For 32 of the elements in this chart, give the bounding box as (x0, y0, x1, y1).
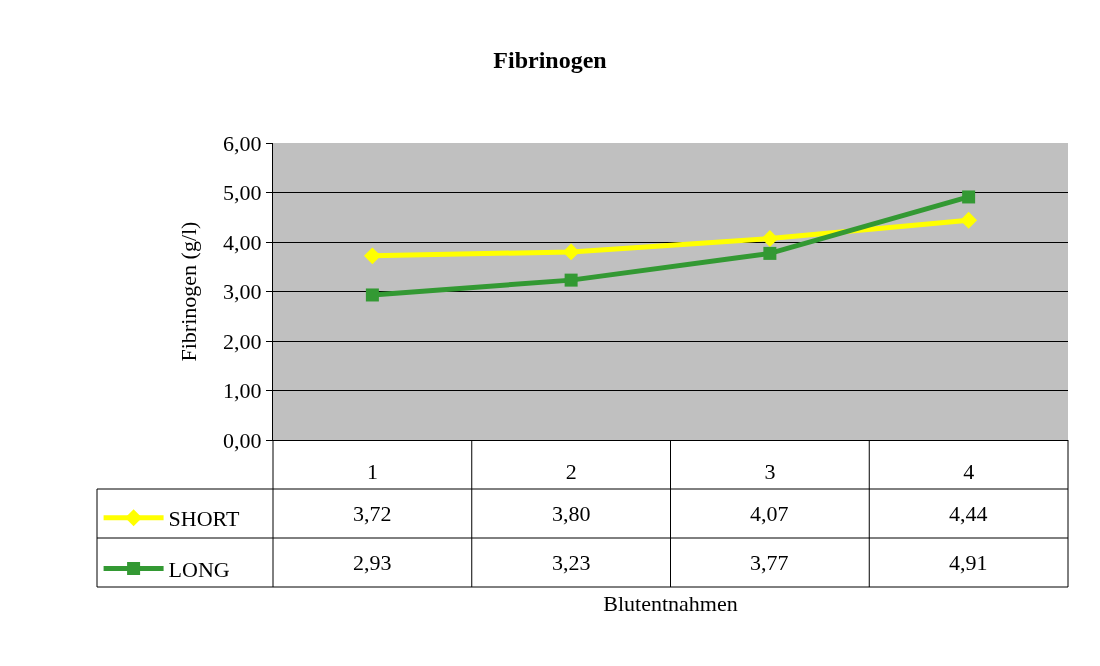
y-tick-label: 4,00 (223, 229, 262, 255)
x-tick-label: 2 (565, 459, 577, 485)
point (962, 190, 976, 204)
point (365, 288, 379, 302)
y-tick-label: 1,00 (223, 378, 262, 404)
data-label: 3,77 (750, 550, 789, 575)
data-label: 4,07 (750, 501, 789, 526)
point (763, 246, 777, 260)
data-label: 3,23 (552, 550, 591, 575)
y-tick-label: 6,00 (223, 130, 262, 156)
data-label: 3,80 (552, 501, 591, 526)
data-label: 2,93 (353, 550, 392, 575)
point (562, 243, 580, 261)
x-tick-label: 3 (764, 459, 776, 485)
point (363, 247, 381, 265)
data-label: 4,44 (949, 501, 988, 526)
point (960, 211, 978, 229)
y-tick-label: 0,00 (223, 427, 262, 453)
x-tick-label: 4 (963, 459, 975, 485)
y-axis-title: Fibrinogen (g/l) (175, 221, 201, 362)
data-label: 4,91 (949, 550, 988, 575)
point (564, 273, 578, 287)
y-tick-label: 3,00 (223, 279, 262, 305)
x-axis-title: Blutentnahmen (603, 591, 738, 617)
chart-title: Fibrinogen (493, 47, 607, 74)
legend-label: SHORT (168, 506, 240, 532)
data-label: 3,72 (353, 501, 392, 526)
y-tick-label: 5,00 (223, 180, 262, 206)
point (761, 230, 779, 247)
legend-label: LONG (168, 556, 230, 582)
x-tick-label: 1 (366, 459, 378, 485)
y-tick-label: 2,00 (223, 328, 262, 354)
